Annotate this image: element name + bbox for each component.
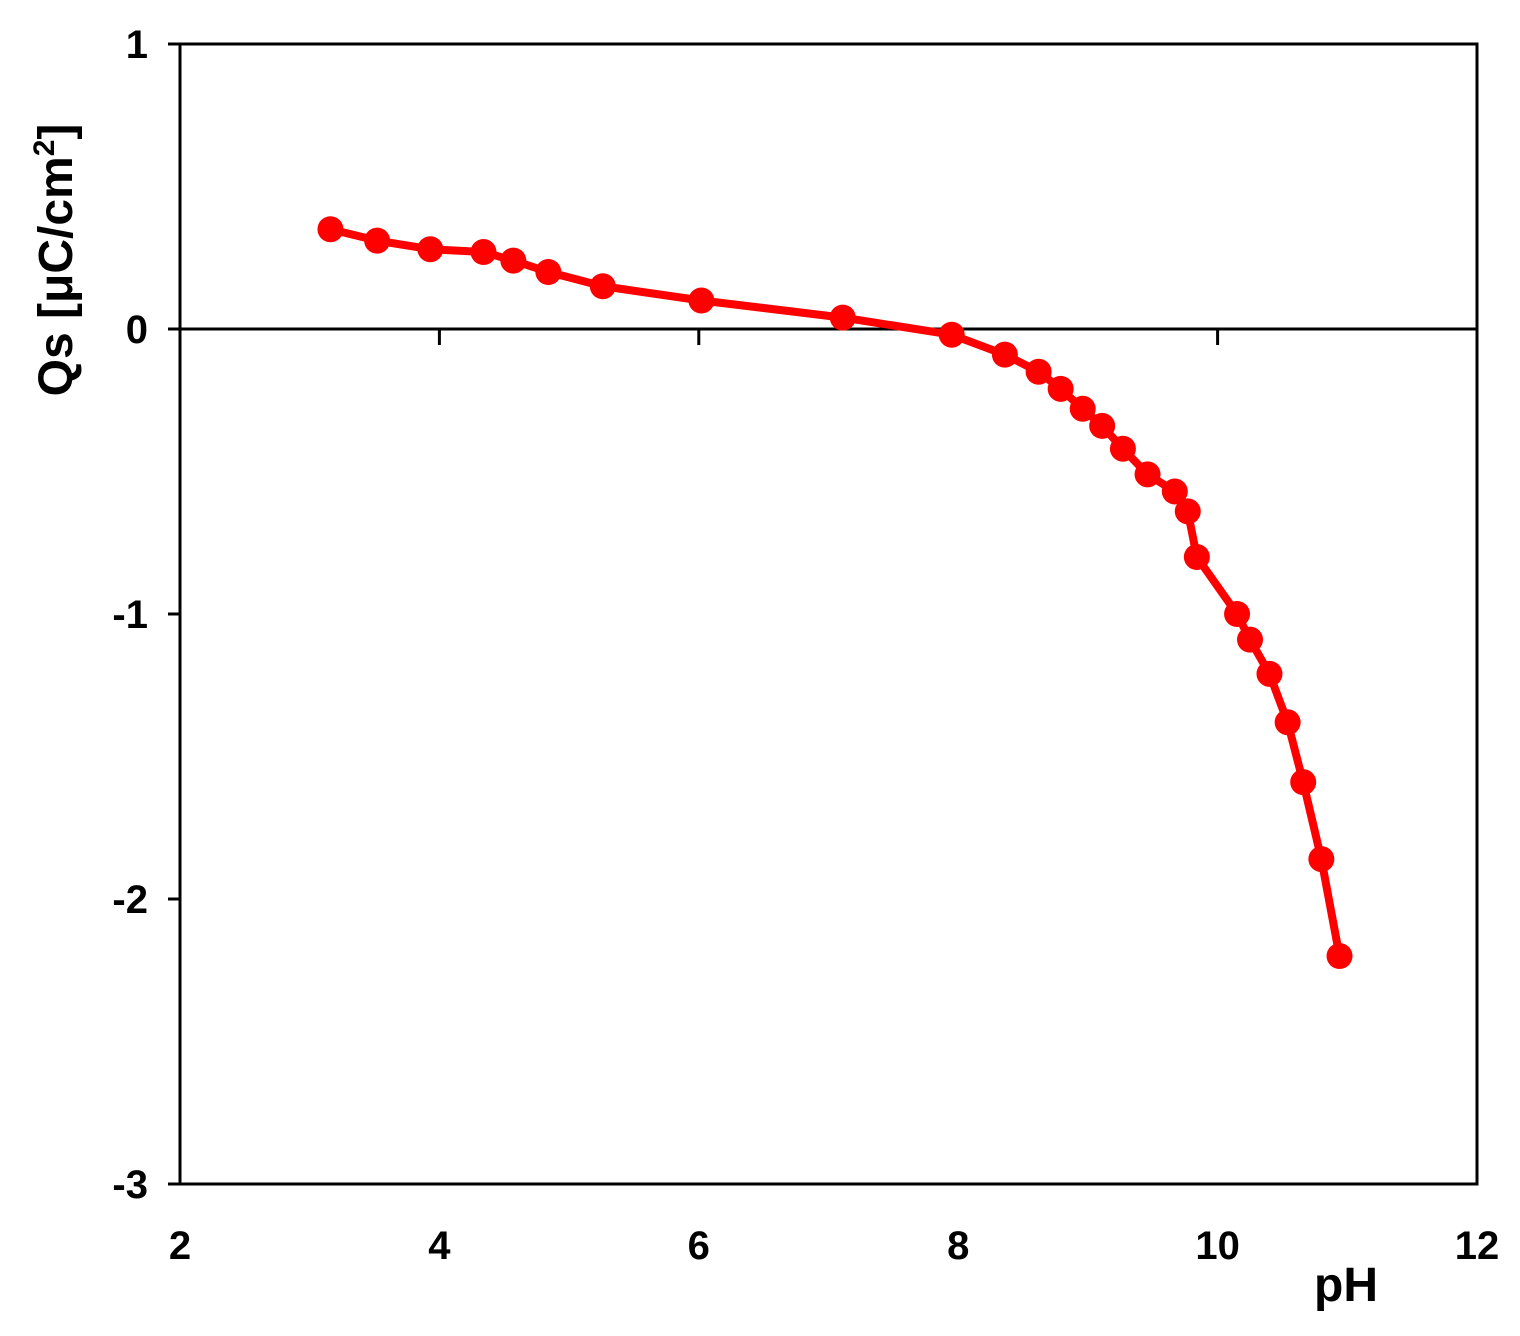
data-point: [1308, 846, 1335, 873]
y-axis-title-main: Qs [μC/cm: [30, 156, 83, 396]
x-tick-label: 6: [688, 1224, 710, 1268]
data-point: [1237, 626, 1264, 653]
data-point: [938, 321, 965, 348]
y-axis-title-close: ]: [30, 124, 83, 140]
data-point: [1134, 461, 1161, 488]
data-point: [589, 273, 616, 300]
data-point: [1069, 395, 1096, 422]
labels-layer: pH Qs [μC/cm2] 10-1-2-32 4 6 8 10 12: [28, 23, 1499, 1312]
y-axis-title-superscript: 2: [28, 140, 61, 157]
data-point: [417, 236, 444, 263]
data-point: [991, 341, 1018, 368]
data-point: [1290, 769, 1317, 796]
series-layer: [317, 216, 1353, 969]
data-point: [1047, 375, 1074, 402]
y-tick-label: 1: [126, 23, 148, 67]
plot-frame: [178, 42, 1479, 1186]
data-point: [535, 259, 562, 285]
data-point: [829, 304, 856, 331]
data-point: [688, 287, 715, 314]
x-tick-label: 2: [169, 1224, 191, 1268]
y-tick-label: -3: [112, 1163, 148, 1207]
data-point: [1089, 412, 1116, 439]
data-point: [1109, 435, 1136, 462]
data-point: [1274, 709, 1301, 736]
data-point: [1174, 498, 1201, 525]
x-tick-label: 4: [428, 1224, 451, 1268]
data-point: [1183, 544, 1210, 570]
y-tick-label: 0: [126, 308, 148, 352]
data-point: [1326, 943, 1353, 969]
axes-layer: [168, 42, 1479, 1186]
data-point: [364, 227, 391, 254]
y-tick-label: -2: [112, 878, 148, 922]
data-point: [1161, 478, 1188, 505]
x-axis-title: pH: [1314, 1259, 1378, 1312]
data-point: [317, 216, 344, 243]
x-tick-label: 12: [1455, 1224, 1500, 1268]
x-tick-label: 8: [947, 1224, 969, 1268]
data-point: [1025, 358, 1052, 385]
data-point: [500, 247, 527, 274]
data-point: [1224, 601, 1251, 627]
data-point: [470, 239, 497, 266]
x-tick-label: 10: [1195, 1224, 1240, 1268]
y-axis-title: Qs [μC/cm2]: [28, 124, 83, 397]
data-point: [1256, 660, 1283, 687]
series-line: [326, 225, 1344, 960]
y-tick-label: -1: [112, 593, 148, 637]
